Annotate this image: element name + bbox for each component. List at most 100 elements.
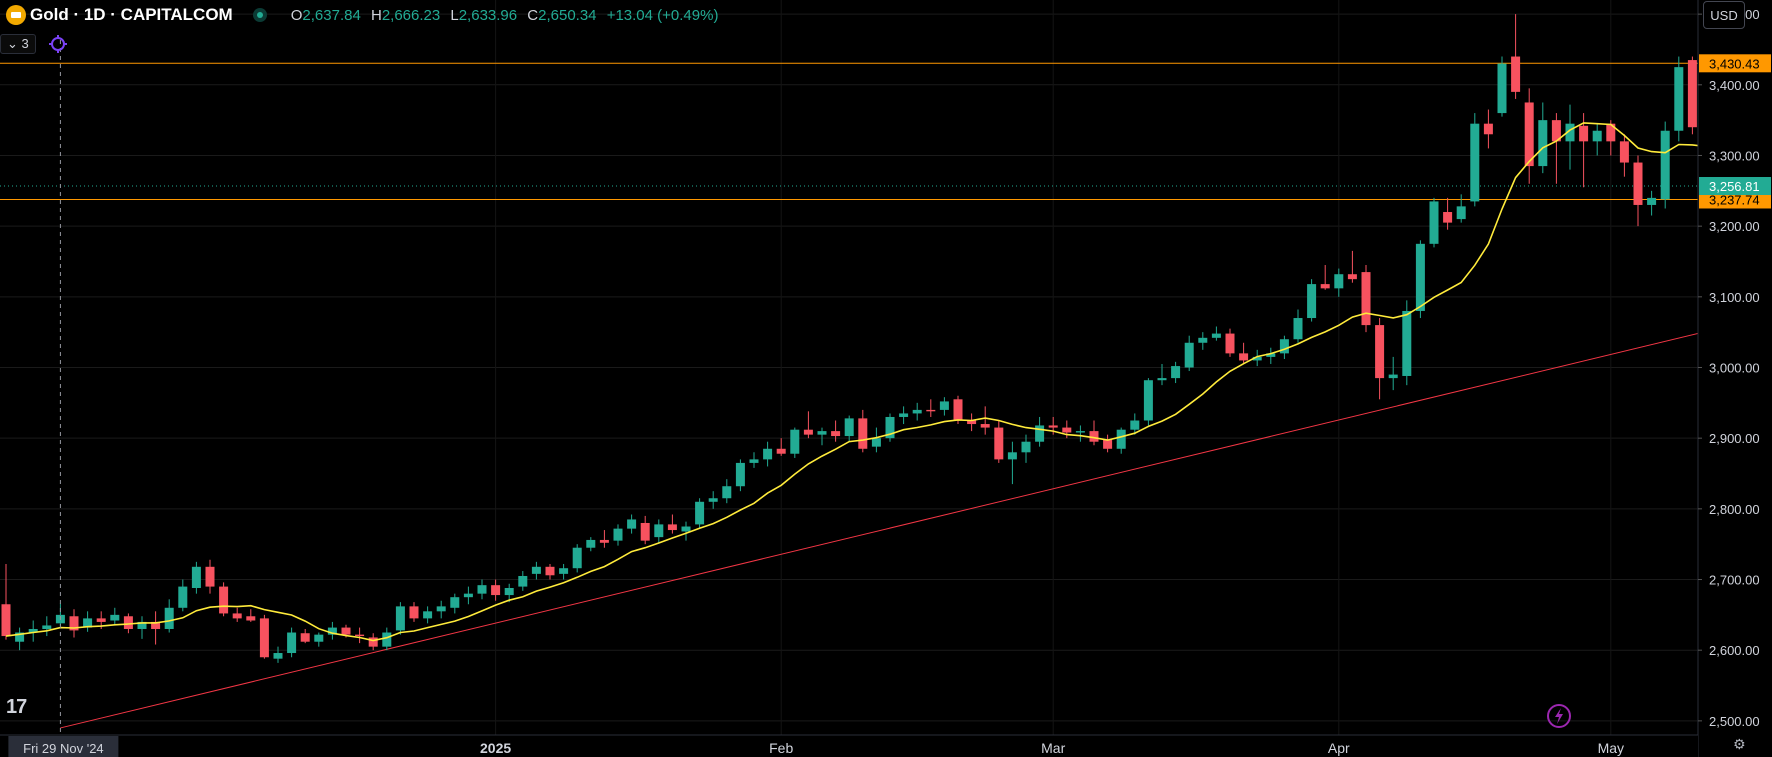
candle-body — [790, 429, 800, 454]
candle-body — [1524, 102, 1534, 167]
market-open-icon — [252, 8, 267, 22]
candle-body — [1388, 374, 1398, 379]
x-tick-label: Feb — [769, 740, 793, 756]
candle-body — [1293, 318, 1303, 340]
candle-body — [627, 519, 637, 529]
candle-body — [341, 627, 351, 635]
crosshair-date-label: Fri 29 Nov '24 — [23, 741, 104, 756]
candle-body — [504, 588, 514, 596]
candle-body — [259, 618, 269, 658]
candle-body — [1184, 342, 1194, 368]
candle-body — [599, 539, 609, 543]
candle-body — [1307, 284, 1317, 319]
candle-body — [586, 539, 596, 548]
candle-body — [1647, 197, 1657, 205]
candle-body — [1266, 353, 1276, 357]
level-price-label-bg — [1699, 54, 1771, 73]
candle-body — [654, 524, 664, 538]
open-value: 2,637.84 — [302, 6, 361, 24]
candle-body — [1619, 141, 1629, 163]
candle-body — [368, 637, 378, 647]
candle-body — [1347, 274, 1357, 280]
indicators-toggle-button[interactable]: ⌄ 3 — [0, 34, 36, 54]
candle-body — [1211, 333, 1221, 338]
candle-body — [491, 585, 501, 596]
indicators-row: ⌄ 3 — [0, 33, 68, 55]
currency-selector[interactable]: USD — [1703, 1, 1745, 29]
x-tick-label: May — [1598, 740, 1624, 756]
candle-body — [1592, 130, 1602, 142]
chart-header: Gold · 1D · CAPITALCOM O2,637.84 H2,666.… — [0, 0, 718, 30]
candle-body — [1130, 420, 1140, 430]
candle-body — [1, 604, 11, 637]
candle-body — [327, 627, 337, 635]
candle-body — [1565, 123, 1575, 142]
candle-body — [994, 427, 1004, 460]
candle-body — [164, 607, 174, 629]
candle-body — [967, 420, 977, 425]
candle-body — [1606, 123, 1616, 142]
candle-body — [232, 613, 242, 619]
candle-body — [1660, 130, 1670, 200]
grid — [0, 0, 1698, 735]
x-tick-label: Mar — [1041, 740, 1065, 756]
candle-body — [382, 632, 392, 647]
candle-body — [477, 585, 487, 594]
candle-body — [137, 621, 147, 629]
candle-body — [219, 586, 229, 614]
candle-body — [1116, 429, 1126, 449]
candle-body — [1279, 339, 1289, 354]
crosshair-date-bg — [8, 736, 119, 757]
candle-body — [110, 614, 120, 621]
candle-body — [559, 568, 569, 574]
candle-body — [939, 401, 949, 410]
symbol-title[interactable]: Gold · 1D · CAPITALCOM — [30, 5, 233, 24]
candle-body — [1415, 243, 1425, 311]
candle-body — [531, 566, 541, 574]
time-axis: 2025 Feb Mar Apr May Fri 29 Nov '24 — [0, 734, 1698, 757]
candle-body — [83, 618, 93, 628]
candle-body — [749, 459, 759, 463]
low-value: 2,633.96 — [458, 6, 518, 24]
candle-body — [1470, 123, 1480, 202]
last-price-label: 3,256.81 — [1709, 179, 1760, 194]
candle-body — [28, 628, 38, 633]
candle-body — [1157, 378, 1167, 381]
lightning-icon[interactable] — [1546, 703, 1572, 729]
candle-body — [1252, 356, 1262, 361]
open-label: O — [290, 6, 303, 24]
candle-body — [1198, 337, 1208, 343]
candle-body — [1579, 125, 1589, 142]
candle-body — [1103, 439, 1113, 449]
tradingview-logo-icon[interactable]: 17 — [6, 696, 27, 718]
candle-body — [463, 593, 473, 598]
y-tick-label: 3,000.00 — [1709, 361, 1760, 376]
trendline-layer — [60, 315, 1772, 729]
candle-body — [1674, 67, 1684, 131]
gold-logo-icon[interactable] — [6, 5, 26, 25]
candle-body — [1143, 380, 1153, 421]
candle-body — [1402, 310, 1412, 376]
price-axis-bg — [1698, 0, 1772, 757]
ohlc-values: O2,637.84 H2,666.23 L2,633.96 C2,650.34 … — [285, 7, 719, 24]
crosshair-target-icon[interactable] — [48, 34, 68, 54]
close-value: 2,650.34 — [538, 6, 597, 24]
candle-body — [640, 522, 650, 541]
y-tick-label: 2,900.00 — [1709, 431, 1760, 446]
candle-body — [708, 498, 718, 502]
candle-body — [1633, 162, 1643, 205]
candle-body — [885, 416, 895, 439]
level-price-label: 3,237.74 — [1709, 192, 1760, 207]
candle-body — [1375, 325, 1385, 379]
candle-body — [871, 438, 881, 447]
candle-body — [42, 625, 52, 629]
candle-body — [1320, 284, 1330, 289]
candle-body — [246, 616, 256, 621]
candle-body — [1483, 123, 1493, 135]
candle-body — [1035, 425, 1045, 442]
y-tick-label: 2,800.00 — [1709, 502, 1760, 517]
settings-gear-icon[interactable]: ⚙ — [1733, 736, 1746, 752]
candle-body — [572, 547, 582, 569]
candle-body — [844, 418, 854, 437]
